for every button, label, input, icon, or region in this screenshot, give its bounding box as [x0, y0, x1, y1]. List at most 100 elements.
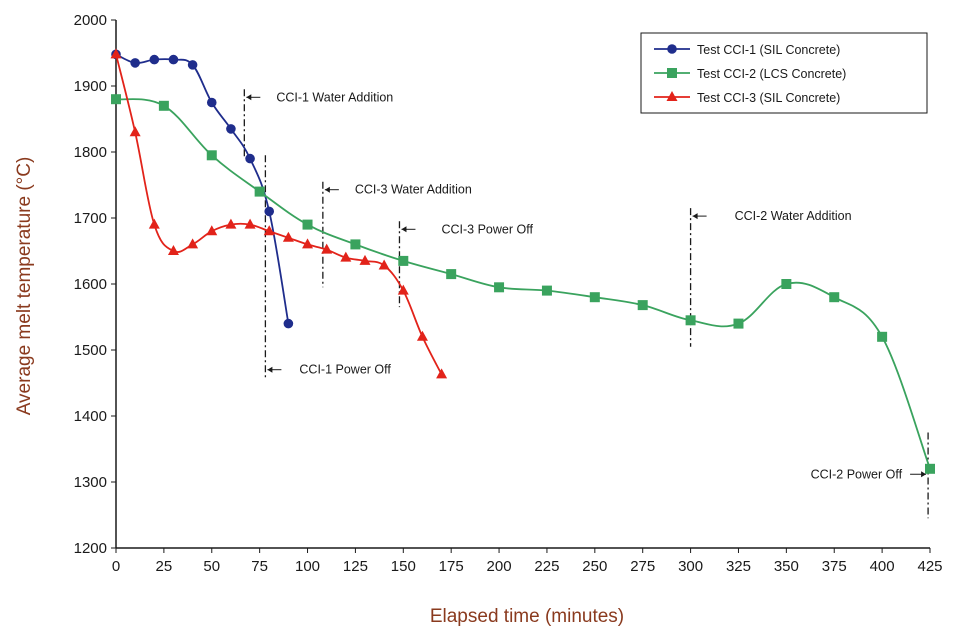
data-point	[494, 282, 505, 293]
data-point	[416, 330, 428, 341]
data-point	[350, 239, 361, 250]
x-tick-label: 225	[534, 558, 559, 575]
x-tick-label: 50	[203, 558, 220, 575]
data-point	[877, 331, 888, 342]
series	[110, 48, 935, 474]
annotation-label: CCI-3 Water Addition	[355, 183, 472, 197]
data-point	[206, 97, 217, 108]
annotation-label: CCI-1 Water Addition	[276, 90, 393, 104]
data-point	[321, 243, 333, 254]
legend-label: Test CCI-1 (SIL Concrete)	[697, 43, 840, 57]
data-point	[158, 100, 169, 111]
data-point	[302, 219, 313, 230]
data-point	[148, 218, 160, 229]
x-tick-label: 200	[487, 558, 512, 575]
series-line	[115, 98, 931, 470]
data-point	[637, 300, 648, 311]
data-point	[666, 91, 678, 101]
x-tick-label: 375	[822, 558, 847, 575]
legend-entry: Test CCI-1 (SIL Concrete)	[654, 43, 840, 57]
legend-label: Test CCI-2 (LCS Concrete)	[697, 67, 846, 81]
data-point	[781, 279, 792, 289]
legend-entry: Test CCI-3 (SIL Concrete)	[654, 91, 840, 105]
data-point	[685, 315, 696, 326]
y-tick-label: 1200	[74, 540, 107, 557]
x-axis-title: Elapsed time (minutes)	[430, 606, 624, 627]
x-tick-label: 425	[917, 558, 942, 575]
data-point	[589, 292, 600, 303]
annotation-arrowhead	[267, 366, 273, 373]
legend: Test CCI-1 (SIL Concrete) Test CCI-2 (LCS…	[640, 32, 928, 114]
data-point	[541, 285, 552, 296]
data-point	[149, 54, 160, 65]
x-tick-label: 125	[343, 558, 368, 575]
data-point	[667, 44, 677, 54]
data-point	[206, 225, 218, 236]
x-tick-label: 275	[630, 558, 655, 575]
data-point	[264, 206, 275, 217]
y-tick-label: 2000	[74, 12, 107, 29]
data-point	[187, 238, 199, 249]
y-tick-label: 1500	[74, 342, 107, 359]
data-point	[263, 225, 275, 236]
y-tick-label: 1400	[74, 408, 107, 425]
x-tick-label: 300	[678, 558, 703, 575]
data-point	[398, 255, 409, 266]
annotation-label: CCI-1 Power Off	[299, 363, 391, 377]
data-point	[733, 318, 744, 329]
x-tick-labels: 0 25 50 75 100 125 150 175 200 225 250 275 300 325 350…	[112, 558, 943, 575]
annotation-label: CCI-2 Water Addition	[735, 209, 852, 223]
x-tick-label: 175	[439, 558, 464, 575]
axes	[111, 19, 931, 553]
data-point	[110, 48, 122, 59]
x-tick-label: 25	[156, 558, 173, 575]
data-point	[667, 68, 677, 78]
x-tick-label: 100	[295, 558, 320, 575]
data-point	[925, 463, 935, 474]
x-tick-label: 325	[726, 558, 751, 575]
data-point	[168, 54, 179, 65]
series-2	[111, 94, 935, 474]
legend-entry: Test CCI-2 (LCS Concrete)	[654, 67, 846, 81]
data-point	[359, 254, 371, 265]
annotation-label: CCI-3 Power Off	[441, 222, 533, 236]
x-tick-label: 350	[774, 558, 799, 575]
annotation-arrowhead	[401, 226, 407, 233]
data-point	[436, 368, 448, 379]
data-point	[340, 251, 352, 262]
y-tick-labels: 1200 1300 1400 1500 1600 1700 1800 1900 2000	[74, 12, 107, 557]
data-point	[167, 245, 179, 255]
data-point	[244, 218, 256, 229]
data-point	[129, 126, 141, 137]
annotation-arrowhead	[246, 94, 252, 101]
annotation-arrowhead	[692, 213, 698, 220]
data-point	[206, 150, 217, 161]
y-tick-label: 1700	[74, 210, 107, 227]
data-point	[130, 58, 140, 68]
y-tick-label: 1300	[74, 474, 107, 491]
data-point	[226, 124, 236, 134]
annotation-arrowhead	[324, 186, 330, 193]
data-point	[302, 238, 314, 249]
data-point	[446, 269, 457, 280]
legend-label: Test CCI-3 (SIL Concrete)	[697, 91, 840, 105]
y-tick-label: 1900	[74, 78, 107, 95]
x-tick-label: 0	[112, 558, 120, 575]
data-point	[111, 94, 121, 105]
data-point	[254, 186, 265, 197]
data-point	[829, 292, 840, 303]
data-point	[397, 284, 409, 295]
data-point	[283, 318, 294, 329]
x-tick-label: 150	[391, 558, 416, 575]
y-axis-title: Average melt temperature (°C)	[14, 157, 35, 416]
data-point	[187, 60, 198, 70]
data-point	[282, 231, 294, 242]
series-3	[110, 48, 448, 379]
y-tick-label: 1600	[74, 276, 107, 293]
x-tick-label: 400	[870, 558, 895, 575]
data-point	[225, 218, 237, 229]
annotations: CCI-1 Water Addition CCI-1 Power Off CCI-3…	[243, 89, 929, 519]
data-point	[378, 259, 390, 270]
x-tick-label: 75	[251, 558, 268, 575]
